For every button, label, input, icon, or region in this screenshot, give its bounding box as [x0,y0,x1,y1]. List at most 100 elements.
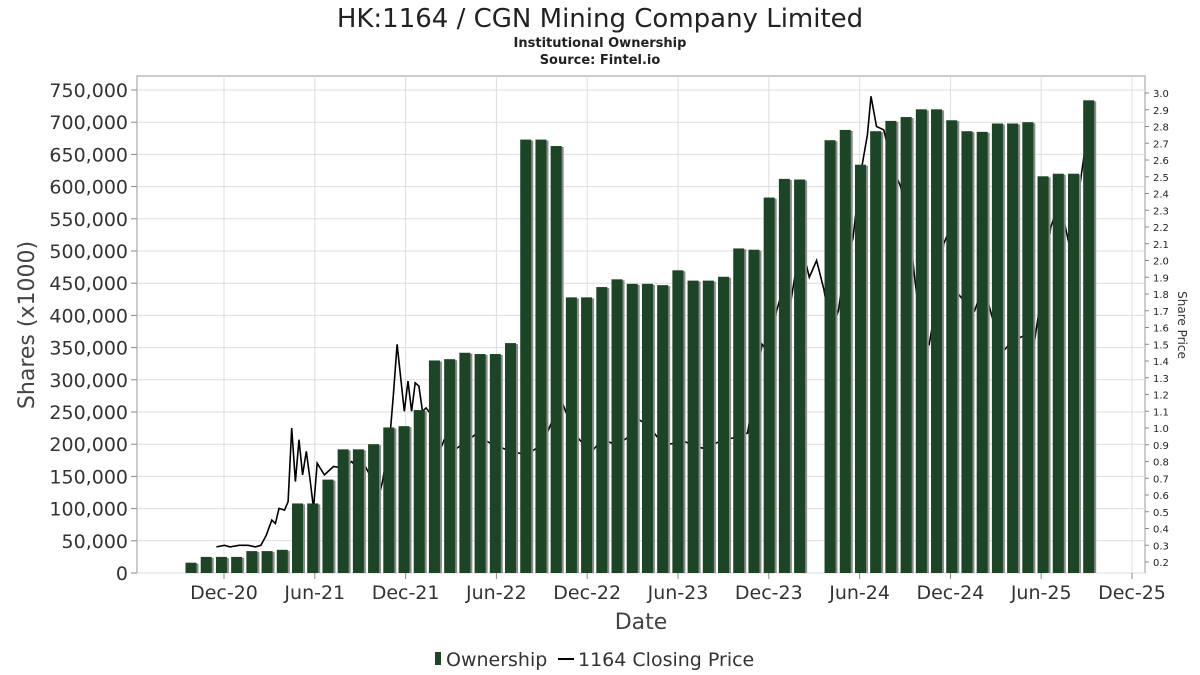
ownership-bar [261,551,273,573]
ownership-bar [565,297,577,573]
legend-price-label: 1164 Closing Price [578,649,754,671]
ownership-bar [444,359,456,573]
ownership-bar [581,297,593,573]
x-axis-ticks: Dec-20 Jun-21 Dec-21 Jun-22 Dec-22 Jun-23 Dec-… [190,573,1166,604]
y2-tick-label: 0.6 [1153,491,1169,502]
y2-tick-label: 2.3 [1153,206,1169,217]
y-tick-label: 200,000 [49,434,128,456]
ownership-bar [459,352,471,573]
ownership-bar [520,139,532,573]
y-tick-label: 700,000 [49,112,128,134]
y2-tick-label: 2.4 [1153,190,1169,201]
ownership-bar [763,197,775,573]
ownership-bar [915,109,927,573]
ownership-bar [1022,122,1034,573]
ownership-bar [824,140,836,573]
ownership-bar [611,279,623,573]
y2-tick-label: 2.9 [1153,106,1169,117]
y2-tick-label: 1.7 [1153,307,1169,318]
y-tick-label: 550,000 [49,209,128,231]
y2-tick-label: 2.8 [1153,123,1169,134]
y2-tick-label: 2.2 [1153,223,1169,234]
y2-tick-label: 1.0 [1153,424,1169,435]
y2-tick-label: 1.9 [1153,273,1169,284]
ownership-bar [946,120,958,573]
y-axis-ticks: 0 50,000 100,000 150,000 200,000 250,000 300,0… [49,80,137,585]
y-tick-label: 450,000 [49,273,128,295]
y-tick-label: 350,000 [49,338,128,360]
y2-tick-label: 3.0 [1153,89,1169,100]
y-tick-label: 150,000 [49,466,128,488]
ownership-bar [1037,176,1049,573]
ownership-bar [672,270,684,573]
ownership-bar [489,354,501,573]
ownership-bar [733,248,745,573]
y2-tick-label: 1.8 [1153,290,1169,301]
y2-tick-label: 0.4 [1153,525,1169,536]
y2-tick-label: 0.3 [1153,541,1169,552]
ownership-bar [687,280,699,573]
y2-tick-label: 0.5 [1153,508,1169,519]
x-tick-label: Dec-23 [735,582,803,604]
ownership-bar [292,503,304,573]
ownership-bar [718,276,730,573]
x-tick-label: Dec-22 [553,582,621,604]
y-tick-label: 100,000 [49,499,128,521]
ownership-bar [535,139,547,573]
y-tick-label: 750,000 [49,80,128,102]
ownership-bar [215,556,227,573]
y2-tick-label: 2.7 [1153,139,1169,150]
ownership-bar [657,285,669,573]
x-tick-label: Jun-23 [647,582,709,604]
ownership-bar [428,360,440,573]
ownership-bar [748,249,760,573]
ownership-bar [307,503,319,573]
ownership-bar [976,131,988,574]
y2-tick-label: 1.6 [1153,324,1169,335]
y2-tick-label: 2.6 [1153,156,1169,167]
ownership-bar [641,283,653,573]
y2-tick-label: 0.7 [1153,474,1169,485]
ownership-bar [322,479,334,573]
y2-tick-label: 0.8 [1153,458,1169,469]
y2-tick-label: 0.9 [1153,441,1169,452]
y2-tick-label: 1.4 [1153,357,1169,368]
y-tick-label: 0 [116,563,128,585]
ownership-bar [794,179,806,574]
y2-tick-label: 2.0 [1153,257,1169,268]
x-tick-label: Dec-25 [1098,582,1166,604]
ownership-bar [246,551,258,573]
chart-subtitle: Institutional Ownership [514,36,687,51]
y-tick-label: 500,000 [49,241,128,263]
y2-tick-label: 2.5 [1153,173,1169,184]
ownership-bar [398,426,410,573]
x-tick-label: Jun-22 [465,582,527,604]
chart-title: HK:1164 / CGN Mining Company Limited [337,4,863,34]
ownership-bar [991,123,1003,573]
ownership-bar [276,549,288,573]
x-tick-label: Dec-21 [372,582,440,604]
y-axis-label: Shares (x1000) [15,241,40,409]
y-tick-label: 600,000 [49,177,128,199]
ownership-bar [550,146,562,573]
ownership-bar [885,120,897,574]
ownership-bar [413,410,425,573]
chart-source: Source: Fintel.io [540,53,661,68]
ownership-bar [231,556,243,573]
legend-ownership-swatch [435,652,441,665]
ownership-bar [1052,173,1064,573]
y-tick-label: 650,000 [49,144,128,166]
ownership-bar [931,109,943,573]
x-tick-label: Jun-24 [828,582,890,604]
y2-tick-label: 1.5 [1153,340,1169,351]
y2-axis-label: Share Price [1175,291,1189,359]
x-tick-label: Dec-24 [916,582,984,604]
ownership-bar [383,427,395,573]
ownership-bar [474,354,486,573]
ownership-bar [368,444,380,573]
y2-tick-label: 1.1 [1153,407,1169,418]
y-tick-label: 400,000 [49,305,128,327]
y2-tick-label: 2.1 [1153,240,1169,251]
ownership-bar [200,556,212,573]
ownership-bar [1007,123,1019,573]
